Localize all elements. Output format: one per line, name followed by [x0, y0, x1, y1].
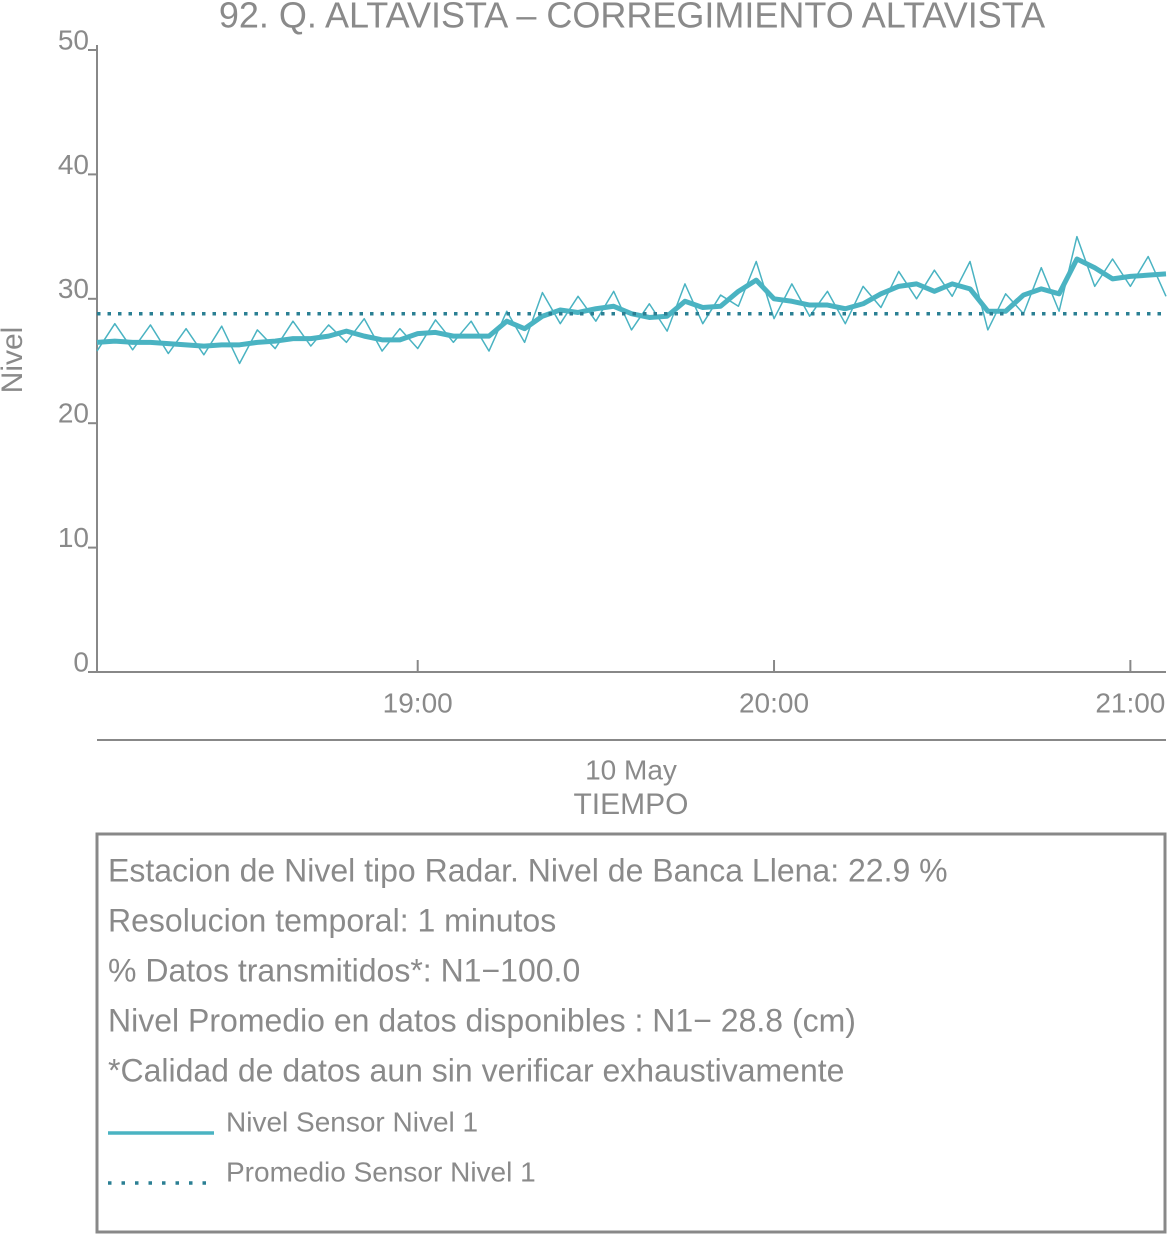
- y-tick-label: 0: [73, 646, 89, 677]
- y-tick-label: 50: [58, 24, 89, 55]
- x-tick-label: 21:00: [1095, 687, 1165, 718]
- legend-label: Nivel Sensor Nivel 1: [226, 1106, 478, 1137]
- x-date: 10 May: [585, 754, 677, 785]
- data-line: [96, 235, 1167, 365]
- x-tick-label: 20:00: [739, 687, 809, 718]
- y-tick-label: 20: [58, 398, 89, 429]
- y-axis-label: Nivel: [0, 327, 29, 394]
- note: Estacion de Nivel tipo Radar. Nivel de B…: [108, 852, 948, 888]
- chart-title: 92. Q. ALTAVISTA – CORREGIMIENTO ALTAVIS…: [219, 0, 1045, 36]
- y-tick-label: 40: [58, 149, 89, 180]
- y-tick-label: 30: [58, 273, 89, 304]
- x-tick-label: 19:00: [383, 687, 453, 718]
- note: Nivel Promedio en datos disponibles : N1…: [108, 1002, 856, 1038]
- note: Resolucion temporal: 1 minutos: [108, 902, 556, 938]
- note: *Calidad de datos aun sin verificar exha…: [108, 1052, 844, 1088]
- x-axis-label: TIEMPO: [573, 788, 688, 821]
- legend-label: Promedio Sensor Nivel 1: [226, 1156, 536, 1187]
- data-line: [96, 256, 1167, 349]
- legend-box: [95, 832, 1167, 1234]
- note: % Datos transmitidos*: N1−100.0: [108, 952, 580, 988]
- y-tick-label: 10: [58, 522, 89, 553]
